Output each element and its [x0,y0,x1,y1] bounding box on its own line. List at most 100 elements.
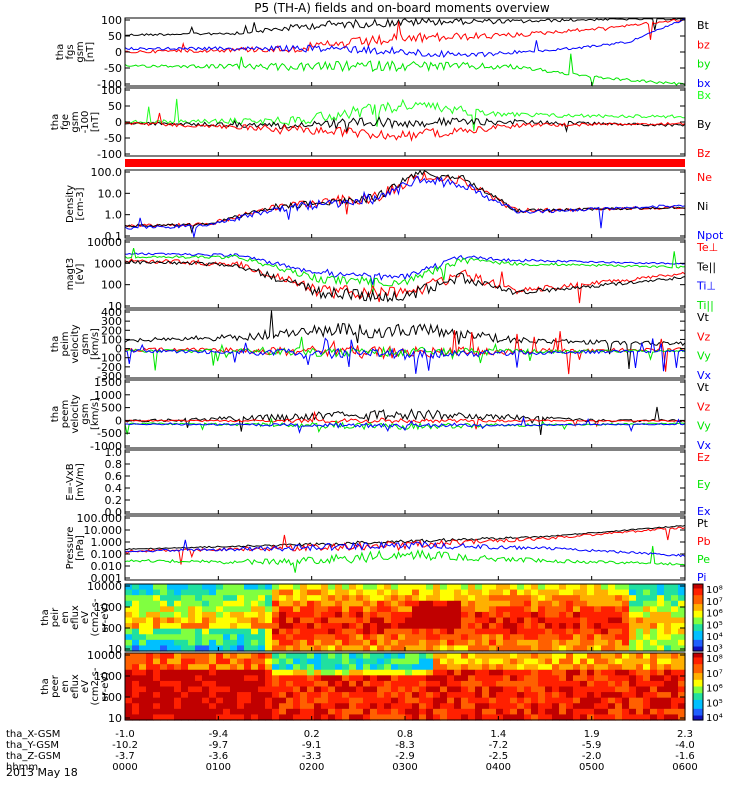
legend-label: Npot [697,229,724,242]
y-axis-label-line: Pressure [65,527,76,570]
ephemeris-value: -10.2 [112,740,138,751]
ephemeris-value: -2.9 [395,751,415,762]
series-line-1-1 [124,17,685,37]
separator-bar [125,159,685,167]
y-axis-label-line: [km/s] [90,328,101,360]
ephemeris-value: -5.9 [582,740,602,751]
y-tick-label: -300 [97,370,122,383]
legend-label: Bt [697,19,710,32]
ephemeris-value: -9.4 [209,729,229,740]
series-line-8-3 [124,545,686,573]
ephemeris-value: -9.7 [209,740,229,751]
y-axis-label-line: eflux [70,605,81,630]
ephemeris-value: 0300 [392,762,417,773]
y-axis-label-line: gsm [70,111,81,132]
ephemeris-value: 0100 [206,762,231,773]
y-tick-label: -1000 [90,440,122,453]
ephemeris-value: -3.3 [302,751,322,762]
y-tick-label: 100 [101,84,122,97]
y-tick-label: -100 [97,352,122,365]
ephemeris-value: -9.1 [302,740,322,751]
spectrogram-10 [125,653,686,721]
y-axis-label-line: fge [60,114,71,130]
series-line-3-3 [124,175,686,238]
legend-label: bx [697,77,711,90]
ephemeris-row-label: tha_X-GSM [6,729,60,740]
y-tick-label: 100.000 [77,512,123,525]
y-axis-label-line: Density [65,185,76,223]
y-axis-label-line: magt3 [65,258,76,291]
y-tick-label: 10 [108,712,122,725]
y-tick-label: -200 [97,361,122,374]
y-tick-label: 0.8 [105,458,123,471]
y-tick-label: 1.0 [105,209,123,222]
ephemeris-value: -1.0 [115,729,135,740]
y-tick-label: 0 [115,414,122,427]
legend-label: Ti|| [696,299,714,312]
series-line-8-4 [124,539,686,558]
y-tick-label: 100 [101,14,122,27]
y-axis-label: tha peir en eflux eV (cm2-s-sr-eV) [40,598,111,636]
y-tick-label: -50 [104,132,122,145]
colorbar-label: 10³ [706,644,723,655]
y-axis-label: magt3 [eV] [65,258,86,291]
ephemeris-value: -7.2 [489,740,509,751]
y-tick-label: 100 [101,622,122,635]
colorbar-label: 10⁸ [706,585,723,596]
legend-label: Ey [697,478,711,491]
y-tick-label: 1.0 [105,446,123,459]
y-tick-label: 100 [101,333,122,346]
colorbar-9 [692,583,704,652]
series-line-2-3 [124,112,686,142]
colorbar-label: 10⁸ [706,654,723,665]
y-tick-label: 1500 [94,376,122,389]
ephemeris-value: 0200 [299,762,324,773]
y-tick-label: 0 [115,46,122,59]
y-axis-label-line: (cm2-s- [90,598,101,636]
y-tick-label: 400 [101,306,122,319]
ephemeris-value: 1.4 [490,729,506,740]
panel-8: Pt Pb Pe Pi 100.00010.0001.0000.1000.0100.00… [65,512,711,585]
y-axis-label-line: gsm [80,333,91,354]
y-axis-label-line: peim [60,331,71,356]
y-tick-label: 100.0 [91,166,123,179]
y-tick-label: 200 [101,324,122,337]
spectrogram-9 [125,584,686,652]
legend-label: Vx [697,369,712,382]
y-axis-label: Pressure [nPa] [65,527,86,570]
y-tick-label: 50 [108,100,122,113]
y-tick-label: 0.100 [91,548,123,561]
y-axis-label-line: velocity [70,324,81,363]
y-axis-label-line: tha [50,336,61,352]
y-tick-label: 0 [115,116,122,129]
ephemeris-value: 2.3 [677,729,693,740]
y-tick-label: 100 [101,279,122,292]
legend-label: Bx [697,89,712,102]
legend-label: Vx [697,439,712,452]
y-axis-label-line: sr-eV) [100,603,111,632]
ephemeris-value: -4.0 [675,740,695,751]
y-axis-label: tha peer en eflux eV (cm2-s-sr-eV) [40,667,111,705]
ephemeris-value: 1.9 [584,729,600,740]
y-tick-label: 0.4 [105,482,123,495]
y-tick-label: 500 [101,402,122,415]
legend-label: Pe [697,553,710,566]
legend-label: Ez [697,451,710,464]
ephemeris-value: 0400 [486,762,511,773]
y-axis-label-line: -100 [80,111,91,134]
ephemeris-value: 0000 [112,762,137,773]
legend-label: Te|| [696,260,716,273]
y-tick-label: 10 [108,300,122,313]
colorbar-label: 10⁵ [706,698,723,709]
y-tick-label: 1000 [94,389,122,402]
series-line-3-1 [124,171,686,228]
figure-title: P5 (TH-A) fields and on-board moments ov… [254,1,550,15]
y-axis-label-line: tha [50,114,61,130]
ephemeris-value: -8.3 [395,740,415,751]
y-tick-label: 0.010 [91,560,123,573]
ephemeris-value: -2.5 [489,751,509,762]
